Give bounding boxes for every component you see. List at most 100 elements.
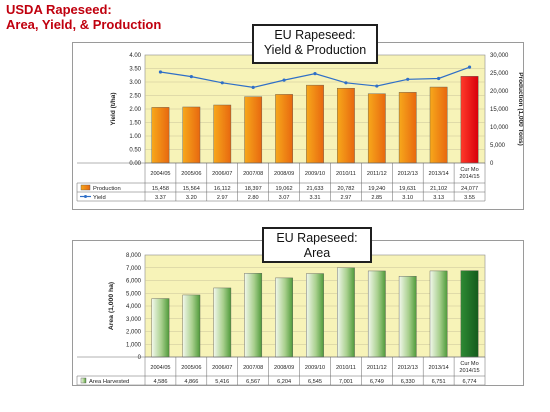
area-value-label: 7,001 bbox=[339, 379, 353, 385]
category-label: 2010/11 bbox=[336, 171, 356, 177]
y-tick-label: 8,000 bbox=[126, 253, 142, 259]
y-axis-label: Yield (t/ha) bbox=[110, 93, 117, 126]
y-axis-label: Area (1,000 ha) bbox=[108, 282, 115, 330]
category-label: 2005/06 bbox=[181, 365, 201, 371]
production-value-label: 20,782 bbox=[337, 186, 354, 192]
area-value-label: 6,567 bbox=[246, 379, 260, 385]
category-label: 2010/11 bbox=[336, 365, 356, 371]
area-value-label: 6,751 bbox=[432, 379, 446, 385]
production-bar bbox=[429, 86, 448, 164]
y2-axis-label: Production (1,000 Tons) bbox=[517, 72, 523, 146]
page-title: USDA Rapeseed: Area, Yield, & Production bbox=[6, 2, 161, 32]
production-value-label: 19,062 bbox=[276, 186, 293, 192]
category-label: 2004/05 bbox=[150, 171, 170, 177]
production-value-label: 15,458 bbox=[152, 186, 169, 192]
yield-point bbox=[467, 65, 472, 69]
area-legend-swatch bbox=[80, 377, 87, 384]
page-title-line1: USDA Rapeseed: bbox=[6, 2, 112, 17]
production-legend-label: Production bbox=[93, 186, 121, 192]
category-label: 2005/06 bbox=[181, 171, 201, 177]
y-tick-label: 3.50 bbox=[129, 67, 141, 73]
production-bar bbox=[306, 84, 324, 164]
area-value-label: 6,749 bbox=[370, 379, 384, 385]
category-label: 2014/15 bbox=[459, 368, 479, 374]
y-tick-label: 5,000 bbox=[126, 291, 142, 297]
production-legend-swatch bbox=[80, 184, 91, 191]
y-tick-label: 4.00 bbox=[129, 53, 141, 59]
y-tick-label: 1.00 bbox=[129, 134, 141, 140]
yield-value-label: 2.97 bbox=[340, 195, 351, 201]
area-panel: 0 1,000 2,000 3,000 4,000 5,000 6,000 7,000 8,00… bbox=[72, 240, 524, 386]
category-label: 2011/12 bbox=[367, 171, 387, 177]
category-label: Cur Mo bbox=[460, 167, 478, 173]
y-tick-label: 0 bbox=[138, 355, 142, 361]
yield-value-label: 3.20 bbox=[186, 195, 197, 201]
category-label: 2012/13 bbox=[398, 365, 418, 371]
category-label: 2006/07 bbox=[212, 171, 232, 177]
production-value-label: 15,564 bbox=[183, 186, 200, 192]
area-bar bbox=[429, 270, 448, 358]
production-bar bbox=[182, 106, 201, 164]
area-value-label: 6,774 bbox=[463, 379, 477, 385]
y-tick-label: 3.00 bbox=[129, 80, 141, 86]
y-tick-label: 2,000 bbox=[126, 330, 142, 336]
area-bar bbox=[367, 270, 386, 358]
area-bar bbox=[182, 294, 201, 358]
area-bar-current bbox=[460, 270, 479, 358]
area-title-line1: EU Rapeseed: bbox=[276, 231, 358, 245]
production-value-label: 18,397 bbox=[245, 186, 262, 192]
yield-legend-marker bbox=[84, 195, 87, 198]
area-value-label: 4,866 bbox=[184, 379, 198, 385]
production-bar bbox=[275, 94, 293, 164]
y2-tick-label: 20,000 bbox=[490, 89, 509, 95]
category-label: 2006/07 bbox=[212, 365, 232, 371]
category-label: 2009/10 bbox=[305, 171, 325, 177]
y2-tick-label: 5,000 bbox=[490, 143, 506, 149]
yield-value-label: 3.31 bbox=[310, 195, 321, 201]
area-callout: EU Rapeseed: Area bbox=[262, 227, 372, 263]
yield-value-label: 3.10 bbox=[402, 195, 413, 201]
category-label: 2007/08 bbox=[243, 365, 263, 371]
production-value-label: 24,077 bbox=[461, 186, 478, 192]
y-tick-label: 0.00 bbox=[129, 161, 141, 167]
yield-value-label: 2.97 bbox=[217, 195, 228, 201]
y2-tick-label: 30,000 bbox=[490, 53, 509, 59]
yield-point bbox=[189, 75, 193, 79]
production-bar-current bbox=[460, 76, 479, 164]
category-label: 2008/09 bbox=[274, 171, 294, 177]
area-bar bbox=[244, 273, 263, 358]
y-tick-label: 1.50 bbox=[129, 121, 141, 127]
yield-point bbox=[375, 84, 379, 88]
category-label: 2014/15 bbox=[459, 174, 479, 180]
yield-production-chart: 0.00 0.50 1.00 1.50 2.00 2.50 3.00 3.50 4.00 0 5,0… bbox=[76, 53, 524, 202]
yield-production-panel: 0.00 0.50 1.00 1.50 2.00 2.50 3.00 3.50 4.00 0 5,0… bbox=[72, 42, 524, 210]
y-tick-label: 3,000 bbox=[126, 317, 142, 323]
yield-production-callout: EU Rapeseed: Yield & Production bbox=[252, 24, 378, 64]
y-tick-label: 7,000 bbox=[126, 266, 142, 272]
category-label: 2008/09 bbox=[274, 365, 294, 371]
category-label: 2009/10 bbox=[305, 365, 325, 371]
area-title-line2: Area bbox=[303, 246, 331, 260]
y2-tick-label: 10,000 bbox=[490, 125, 509, 131]
area-bar bbox=[213, 287, 232, 358]
production-bar bbox=[244, 96, 263, 164]
area-value-label: 6,545 bbox=[308, 379, 322, 385]
yield-value-label: 3.37 bbox=[155, 195, 166, 201]
yield-point bbox=[437, 76, 441, 81]
production-bar bbox=[151, 107, 170, 164]
production-value-label: 19,240 bbox=[368, 186, 385, 192]
category-label: 2011/12 bbox=[367, 365, 387, 371]
production-value-label: 21,102 bbox=[430, 186, 447, 192]
y2-tick-label: 25,000 bbox=[490, 71, 509, 77]
category-label: 2012/13 bbox=[398, 171, 418, 177]
area-bar bbox=[306, 273, 324, 358]
yield-production-title-line1: EU Rapeseed: bbox=[274, 28, 356, 42]
production-value-label: 16,112 bbox=[214, 186, 231, 192]
production-bar bbox=[367, 93, 386, 164]
yield-point bbox=[313, 72, 317, 76]
area-value-label: 5,416 bbox=[215, 379, 229, 385]
yield-point bbox=[282, 78, 286, 82]
area-legend-label: Area Harvested bbox=[89, 379, 129, 385]
category-label: 2013/14 bbox=[429, 171, 449, 177]
yield-legend-label: Yield bbox=[93, 195, 106, 201]
